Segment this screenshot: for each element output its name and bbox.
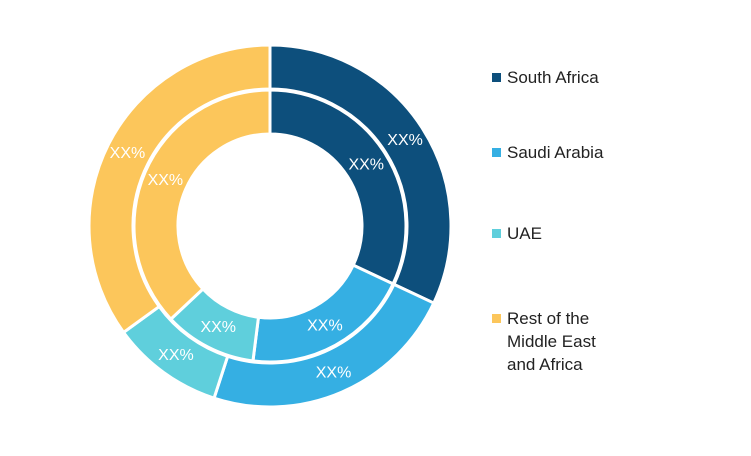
legend-label-rest-of-mea: Rest of the Middle East and Africa [507,309,596,374]
inner-label-uae: XX% [200,319,236,336]
legend-item-saudi-arabia: Saudi Arabia [492,141,742,164]
inner-label-saudi-arabia: XX% [307,317,343,334]
legend-item-south-africa: South Africa [492,66,742,89]
outer-label-uae: XX% [158,347,194,364]
legend-label-saudi-arabia: Saudi Arabia [507,143,604,162]
legend-swatch-saudi-arabia [492,148,501,157]
inner-slice-rest-of-the-middle-east-and-africa [132,88,272,322]
inner-label-rest-of-the-middle-east-and-africa: XX% [148,172,184,189]
inner-label-south-africa: XX% [348,156,384,173]
inner-slice-south-africa [268,88,408,286]
legend-swatch-uae [492,229,501,238]
legend-label-uae: UAE [507,224,542,243]
legend-item-uae: UAE [492,222,742,245]
legend-item-rest-of-mea: Rest of the Middle East and Africa [492,307,742,376]
legend-swatch-south-africa [492,73,501,82]
outer-label-south-africa: XX% [387,132,423,149]
outer-label-saudi-arabia: XX% [316,364,352,381]
legend-label-south-africa: South Africa [507,68,599,87]
legend: South Africa Saudi Arabia UAE Rest of th… [492,66,742,376]
outer-label-rest-of-the-middle-east-and-africa: XX% [110,145,146,162]
legend-swatch-rest-of-mea [492,314,501,323]
